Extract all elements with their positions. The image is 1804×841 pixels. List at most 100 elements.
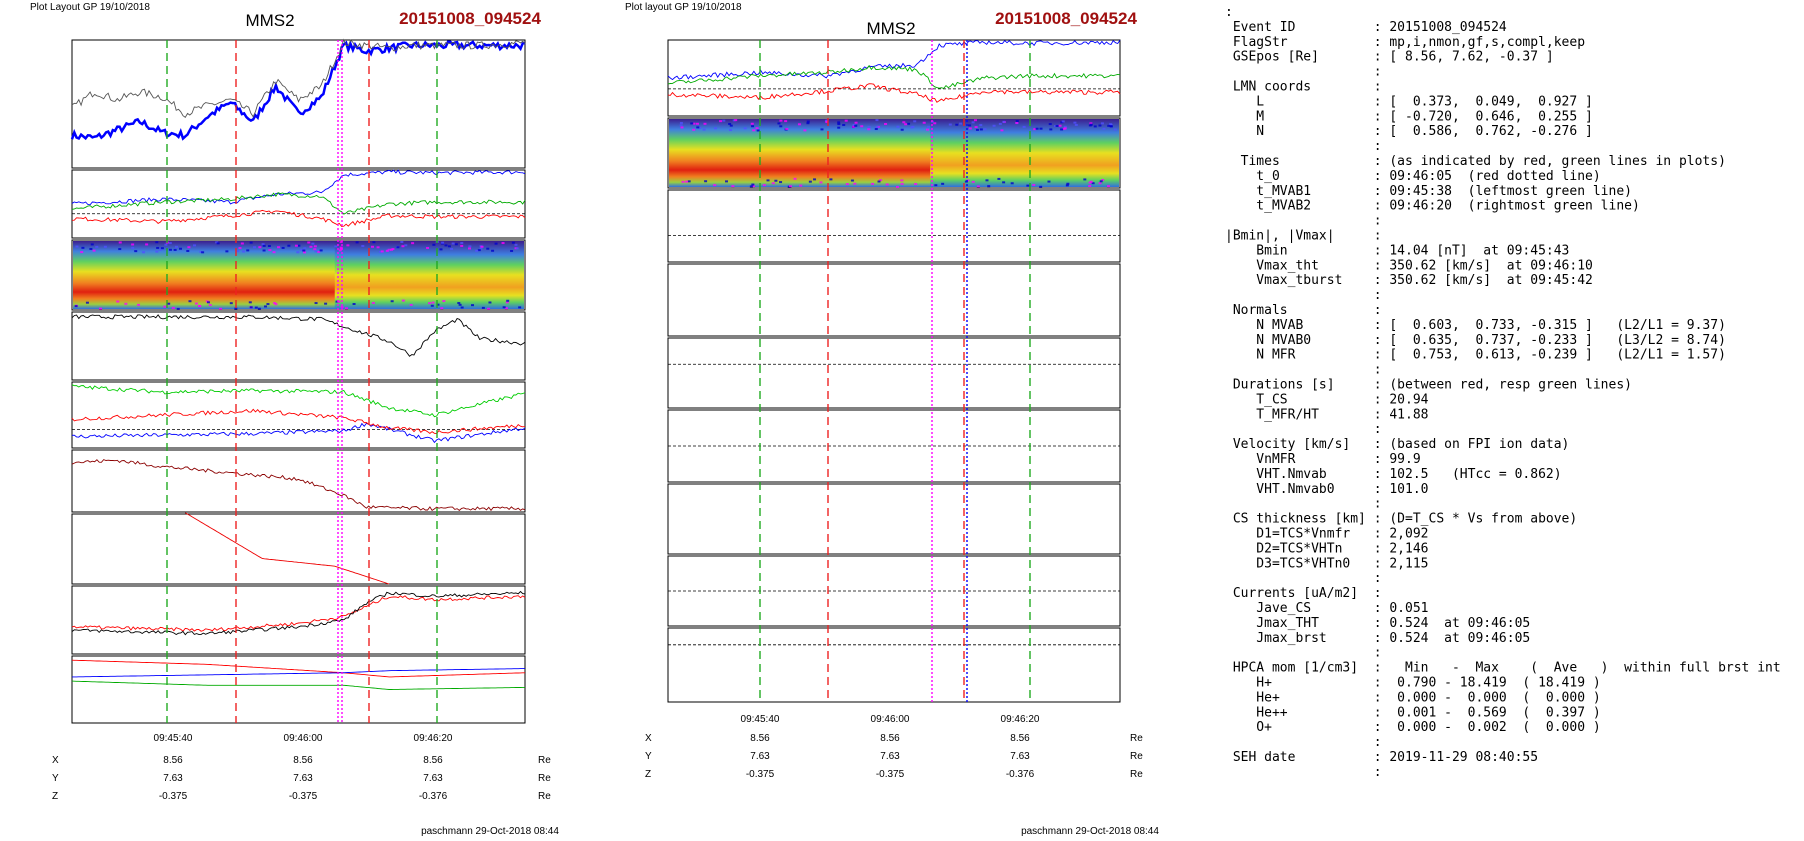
left-title: MMS2 [245, 11, 294, 30]
meta-line: SEH date : 2019-11-29 08:40:55 [1225, 750, 1538, 765]
meta-line: Jmax_THT : 0.524 at 09:46:05 [1225, 616, 1530, 631]
panel-ViLMN [71, 381, 526, 449]
left-eph-x-2: 8.56 [293, 755, 313, 766]
right-event-id: 20151008_094524 [995, 9, 1137, 28]
left-eph-z-2: -0.375 [289, 791, 318, 802]
panel-Espec [667, 117, 1121, 189]
meta-line: D2=TCS*VHTn : 2,146 [1225, 541, 1429, 556]
meta-line: : [1225, 497, 1382, 512]
series-tperp [71, 590, 526, 636]
panel-E [667, 337, 1121, 409]
meta-line: : [1225, 288, 1382, 303]
meta-line: : [1225, 571, 1382, 586]
meta-line: Normals : [1225, 303, 1382, 318]
left-eph-x-label: X [52, 755, 59, 766]
series--b- [71, 38, 526, 118]
left-eph-z-3: -0.376 [419, 791, 448, 802]
series-bn [71, 209, 526, 227]
panel-Ve [667, 189, 1121, 263]
meta-line: T_MFR/HT : 41.88 [1225, 407, 1429, 422]
series-bl [71, 169, 526, 206]
meta-line: CS thickness [km] : (D=T_CS * Vs from ab… [1225, 512, 1577, 527]
meta-line: N MFR : [ 0.753, 0.613, -0.239 ] (L2/L1 … [1225, 348, 1726, 363]
right-tick-2: 09:46:00 [871, 714, 910, 725]
meta-line: M : [ -0.720, 0.646, 0.255 ] [1225, 109, 1593, 124]
meta-line: O+ : 0.000 - 0.002 ( 0.000 ) [1225, 720, 1601, 735]
panel-BLMN [71, 169, 526, 239]
left-eph-y-1: 7.63 [163, 773, 183, 784]
meta-line: : [1225, 65, 1382, 80]
left-eph-y-2: 7.63 [293, 773, 313, 784]
panel-B [70, 38, 526, 169]
left-tick-2: 09:46:00 [284, 733, 323, 744]
panel-P [71, 655, 526, 724]
left-eph-y-label: Y [52, 773, 59, 784]
meta-line: : [1225, 735, 1382, 750]
meta-line: GSEpos [Re] : [ 8.56, 7.62, -0.37 ] [1225, 50, 1554, 65]
meta-line: t_0 : 09:46:05 (red dotted line) [1225, 169, 1601, 184]
right-eph-x-3: 8.56 [1010, 733, 1030, 744]
meta-line: N : [ 0.586, 0.762, -0.276 ] [1225, 124, 1593, 139]
meta-line: : [1225, 5, 1233, 20]
meta-line: : [1225, 646, 1382, 661]
meta-line: Times : (as indicated by red, green line… [1225, 154, 1726, 169]
left-eph-y-unit: Re [538, 773, 551, 784]
meta-line: VnMFR : 99.9 [1225, 452, 1421, 467]
right-eph-z-2: -0.375 [876, 769, 905, 780]
left-eph-x-1: 8.56 [163, 755, 183, 766]
meta-line: He++ : 0.001 - 0.569 ( 0.397 ) [1225, 705, 1601, 720]
right-eph-y-3: 7.63 [1010, 751, 1030, 762]
series-vm [71, 384, 526, 418]
panel-JE [667, 627, 1121, 703]
meta-line: : [1225, 422, 1382, 437]
meta-line: : [1225, 363, 1382, 378]
right-panel-stack [667, 39, 1121, 703]
panel-Te [667, 263, 1121, 337]
left-eph-x-unit: Re [538, 755, 551, 766]
meta-line: Event ID : 20151008_094524 [1225, 20, 1507, 35]
left-tick-1: 09:45:40 [154, 733, 193, 744]
right-tick-1: 09:45:40 [741, 714, 780, 725]
meta-line: T_CS : 20.94 [1225, 392, 1429, 407]
series-n-he- [185, 512, 390, 585]
right-eph-z-3: -0.376 [1006, 769, 1035, 780]
left-event-id: 20151008_094524 [399, 9, 541, 28]
panel-Ti [71, 585, 526, 655]
meta-line: Currents [uA/m2] : [1225, 586, 1382, 601]
meta-line: Velocity [km/s] : (based on FPI ion data… [1225, 437, 1569, 452]
series-bl [667, 39, 1121, 81]
right-eph-z-1: -0.375 [746, 769, 775, 780]
right-ephemeris: X 8.56 8.56 8.56 Re Y 7.63 7.63 7.63 Re … [645, 733, 1143, 780]
meta-line: : [1225, 214, 1382, 229]
series-vn [71, 408, 526, 434]
right-tick-3: 09:46:20 [1001, 714, 1040, 725]
meta-line: He+ : 0.000 - 0.000 ( 0.000 ) [1225, 690, 1601, 705]
meta-line: LMN coords : [1225, 80, 1382, 95]
meta-line: VHT.Nmvab0 : 101.0 [1225, 482, 1429, 497]
right-eph-y-2: 7.63 [880, 751, 900, 762]
series-vl [71, 422, 526, 444]
panel-Ni [71, 449, 526, 513]
panel-Vi [71, 311, 526, 381]
left-eph-z-label: Z [52, 791, 58, 802]
left-footer: paschmann 29-Oct-2018 08:44 [421, 826, 559, 837]
left-eph-y-3: 7.63 [423, 773, 443, 784]
right-title: MMS2 [866, 19, 915, 38]
panel-JLMN [667, 555, 1121, 627]
series-p [71, 659, 525, 678]
right-eph-y-1: 7.63 [750, 751, 770, 762]
meta-line: Vmax_tht : 350.62 [km/s] at 09:46:10 [1225, 258, 1593, 273]
right-eph-x-1: 8.56 [750, 733, 770, 744]
series-bm [71, 192, 526, 215]
meta-line: HPCA mom [1/cm3] : Min - Max ( Ave ) wit… [1225, 661, 1781, 676]
right-header-note: Plot layout GP 19/10/2018 [625, 2, 742, 13]
left-eph-x-3: 8.56 [423, 755, 443, 766]
series-bm [667, 64, 1121, 89]
panel-HPCA [71, 512, 526, 585]
series-tpar [71, 595, 526, 632]
right-time-axis: 09:45:40 09:46:00 09:46:20 [741, 714, 1040, 725]
meta-line: Durations [s] : (between red, resp green… [1225, 378, 1632, 393]
left-ephemeris: X 8.56 8.56 8.56 Re Y 7.63 7.63 7.63 Re … [52, 755, 551, 802]
meta-line: Jave_CS : 0.051 [1225, 601, 1429, 616]
